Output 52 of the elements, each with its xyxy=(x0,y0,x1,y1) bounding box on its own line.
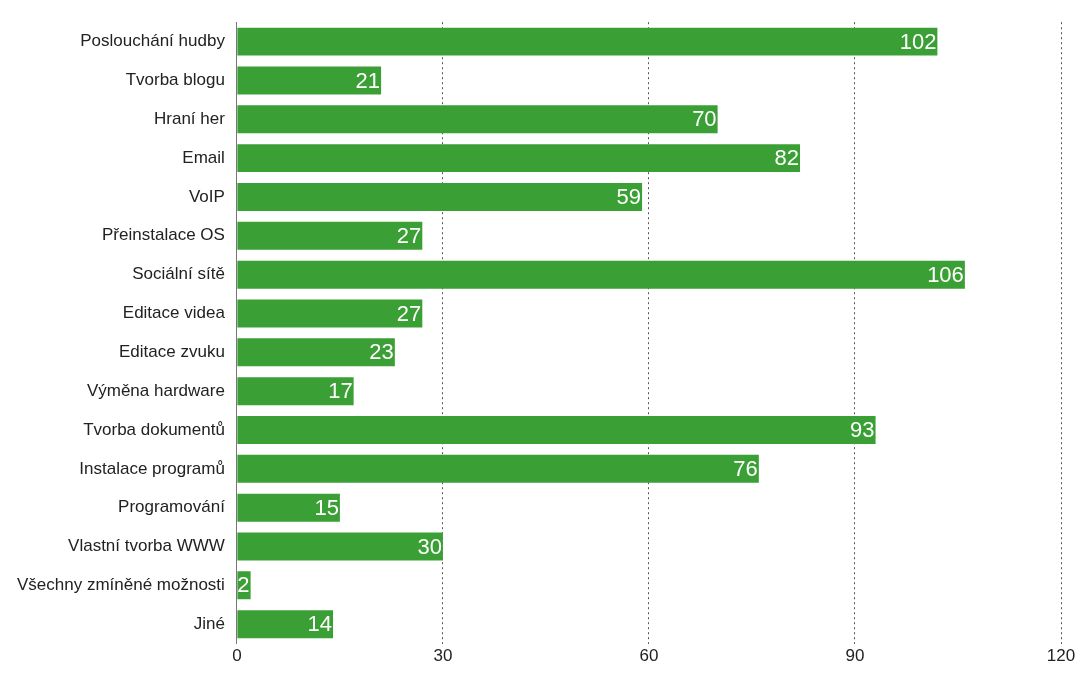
y-tick-label: Výměna hardware xyxy=(86,380,225,400)
y-tick-label: Email xyxy=(182,147,225,167)
bar xyxy=(237,416,876,444)
data-label: 106 xyxy=(927,261,964,287)
data-label: 21 xyxy=(355,67,381,93)
y-tick-label: Tvorba dokumentů xyxy=(83,419,225,439)
bar xyxy=(237,105,718,134)
y-tick-label: Instalace programů xyxy=(79,458,225,478)
data-label: 102 xyxy=(899,28,937,54)
x-tick-label: 120 xyxy=(1046,646,1076,666)
x-tick-label: 60 xyxy=(639,646,659,666)
data-label: 59 xyxy=(616,184,642,210)
y-tick-label: Hraní her xyxy=(154,108,226,128)
data-label: 27 xyxy=(396,300,422,326)
y-tick-label: Sociální sítě xyxy=(132,264,225,284)
bar xyxy=(237,532,443,561)
data-label: 17 xyxy=(328,378,353,404)
bar xyxy=(237,182,643,211)
bar xyxy=(237,260,965,289)
data-label: 30 xyxy=(417,533,442,559)
y-tick-label: Editace videa xyxy=(122,303,226,323)
bar xyxy=(237,610,334,639)
y-tick-label: Všechny zmíněné možnosti xyxy=(16,575,225,595)
bar xyxy=(237,377,354,406)
y-tick-label: Poslouchání hudby xyxy=(80,31,226,51)
data-label: 82 xyxy=(774,145,800,171)
data-label: 27 xyxy=(396,222,422,248)
bar xyxy=(237,66,382,95)
y-tick-label: VoIP xyxy=(188,186,225,206)
y-tick-label: Tvorba blogu xyxy=(125,70,225,90)
bar xyxy=(237,27,938,56)
y-tick-label: Přeinstalace OS xyxy=(102,225,225,245)
data-label: 15 xyxy=(314,494,339,520)
y-tick-label: Jiné xyxy=(193,613,225,633)
bar xyxy=(237,144,801,173)
data-label: 23 xyxy=(369,339,394,365)
y-tick-label: Vlastní tvorba WWW xyxy=(68,536,225,556)
x-tick-label: 0 xyxy=(232,646,242,666)
bar xyxy=(237,221,423,250)
data-label: 14 xyxy=(307,611,333,637)
bar xyxy=(237,454,759,483)
bar xyxy=(237,299,423,328)
y-tick-label: Editace zvuku xyxy=(119,342,225,362)
data-label: 76 xyxy=(733,455,758,481)
bar xyxy=(237,338,395,367)
data-label: 70 xyxy=(692,106,717,132)
bar xyxy=(237,493,340,522)
x-tick-label: 90 xyxy=(845,646,865,666)
data-label: 2 xyxy=(237,572,250,598)
y-tick-label: Programování xyxy=(118,497,226,517)
data-label: 93 xyxy=(850,417,875,443)
x-tick-label: 30 xyxy=(433,646,453,666)
